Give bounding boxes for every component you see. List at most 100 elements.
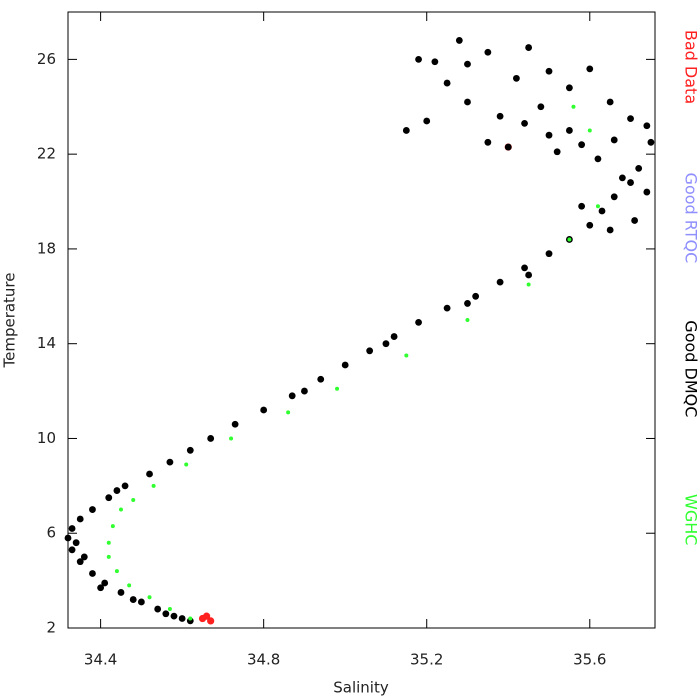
- point: [229, 436, 234, 441]
- point: [110, 524, 115, 529]
- y-tick-label: 22: [37, 145, 56, 163]
- point: [594, 155, 602, 163]
- y-tick-label: 26: [37, 50, 56, 68]
- point: [121, 482, 129, 490]
- point: [105, 494, 113, 502]
- point: [455, 37, 463, 44]
- x-tick-label: 34.4: [84, 651, 117, 669]
- point: [127, 583, 132, 588]
- point: [431, 58, 439, 66]
- point: [521, 119, 528, 127]
- point: [464, 300, 471, 307]
- point: [89, 570, 96, 577]
- point: [137, 598, 145, 606]
- point: [146, 470, 153, 478]
- x-tick-label: 34.8: [247, 651, 280, 669]
- point: [317, 375, 325, 383]
- point: [117, 589, 125, 596]
- point: [178, 615, 186, 622]
- point: [567, 237, 572, 242]
- point: [504, 143, 512, 151]
- point: [106, 540, 111, 545]
- point: [131, 498, 136, 503]
- point: [170, 612, 178, 620]
- plot-frame: [67, 11, 656, 629]
- point: [76, 558, 84, 566]
- point: [484, 138, 492, 146]
- point: [415, 55, 422, 63]
- point: [606, 98, 614, 106]
- y-tick-label: 6: [46, 524, 56, 542]
- point: [402, 127, 410, 134]
- point: [118, 507, 123, 512]
- point: [647, 138, 655, 146]
- y-tick-label: 2: [46, 619, 56, 637]
- point: [565, 127, 573, 134]
- point: [525, 44, 533, 51]
- legend-entry: WGHC: [682, 494, 700, 545]
- y-axis-title: Temperature: [1, 272, 19, 368]
- point: [465, 318, 470, 322]
- point: [382, 340, 390, 348]
- point: [627, 115, 634, 123]
- point: [496, 112, 504, 120]
- point: [443, 79, 451, 87]
- point: [288, 392, 296, 400]
- point: [68, 546, 76, 554]
- point: [114, 569, 119, 574]
- y-tick-label: 10: [37, 429, 56, 447]
- y-tick-label: 14: [37, 334, 56, 352]
- point: [260, 406, 268, 414]
- point: [643, 122, 651, 130]
- point: [496, 278, 504, 286]
- point: [286, 410, 291, 415]
- point: [341, 361, 349, 369]
- point: [415, 318, 422, 326]
- point: [610, 136, 618, 144]
- point: [631, 217, 639, 224]
- point: [635, 164, 643, 172]
- legend-entry: Good RTQC: [682, 173, 700, 264]
- point: [586, 221, 594, 229]
- point: [64, 534, 72, 542]
- point: [68, 525, 76, 532]
- point: [423, 117, 431, 125]
- point: [72, 539, 80, 547]
- point: [166, 458, 174, 466]
- point: [578, 141, 586, 149]
- legend-entry: Bad Data: [682, 30, 700, 104]
- point: [188, 616, 193, 621]
- point: [231, 420, 239, 428]
- point: [618, 174, 626, 182]
- point: [76, 515, 84, 523]
- point: [521, 264, 528, 272]
- point: [571, 104, 576, 109]
- point: [610, 193, 618, 201]
- point: [207, 617, 215, 625]
- point: [404, 353, 409, 358]
- y-tick-label: 18: [37, 239, 56, 257]
- point: [643, 188, 651, 196]
- point: [553, 148, 561, 156]
- point: [154, 605, 162, 613]
- point: [627, 179, 634, 186]
- point: [129, 596, 137, 603]
- point: [464, 60, 471, 68]
- point: [366, 347, 374, 355]
- point: [464, 98, 471, 106]
- legend-entry: Good DMQC: [682, 320, 700, 417]
- point: [513, 74, 520, 82]
- point: [184, 462, 189, 467]
- point: [113, 487, 121, 494]
- point: [390, 333, 398, 340]
- point: [207, 435, 215, 442]
- point: [545, 250, 553, 258]
- point: [545, 131, 553, 139]
- point: [526, 282, 531, 287]
- point: [525, 271, 533, 279]
- point: [598, 207, 606, 215]
- point: [151, 483, 156, 488]
- point: [587, 128, 592, 133]
- point: [335, 386, 340, 391]
